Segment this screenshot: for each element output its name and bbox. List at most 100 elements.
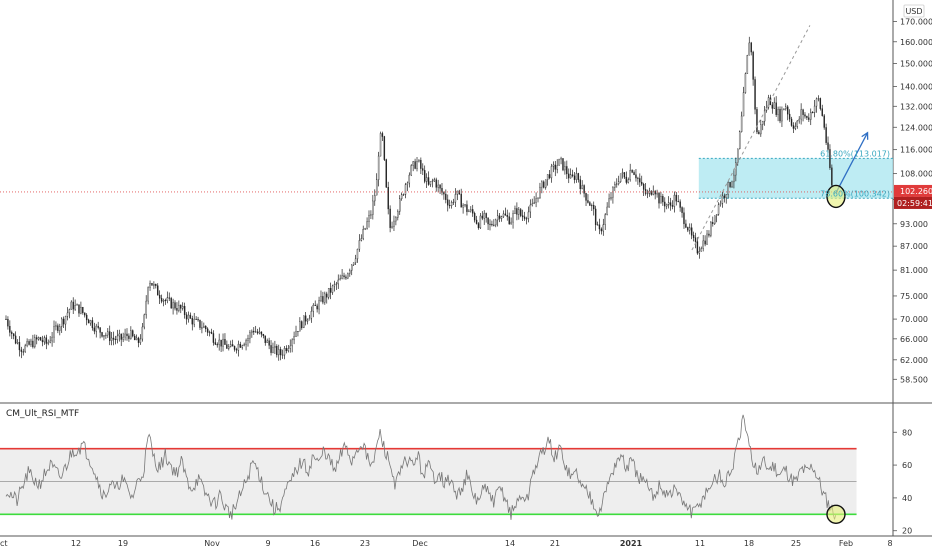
candle-body	[462, 204, 464, 208]
candle-body	[660, 196, 662, 204]
indicator-title[interactable]: CM_Ult_RSI_MTF	[6, 409, 79, 419]
main-price-pane[interactable]	[0, 0, 893, 403]
candle-body	[139, 338, 142, 343]
currency-label[interactable]: USD	[903, 4, 925, 18]
candle-body	[399, 198, 401, 212]
candle-body	[587, 200, 589, 203]
candle-body	[433, 179, 435, 182]
candle-body	[689, 227, 691, 231]
candle-body	[87, 319, 90, 324]
candle-body	[53, 326, 55, 338]
y-tick-label: 93.000	[900, 220, 928, 229]
candle-body	[738, 131, 741, 150]
candle-body	[477, 223, 480, 229]
candle-body	[59, 326, 61, 331]
candle-body	[276, 346, 278, 356]
candle-body	[268, 340, 270, 346]
candle-body	[22, 351, 24, 353]
candle-body	[652, 191, 654, 195]
candle-body	[197, 318, 199, 321]
candle-body	[191, 318, 194, 325]
candle-body	[468, 210, 470, 212]
candle-body	[93, 327, 96, 332]
candle-body	[352, 262, 355, 266]
candle-body	[593, 205, 595, 210]
x-tick-label: 19	[118, 539, 128, 548]
rsi-y-tick-label: 60	[902, 461, 912, 470]
candle-body	[673, 194, 676, 207]
candle-body	[631, 170, 633, 173]
candle-body	[527, 211, 530, 219]
candle-body	[299, 321, 301, 332]
candle-body	[385, 159, 387, 188]
candle-body	[7, 318, 9, 327]
candle-body	[122, 336, 124, 340]
candle-body	[456, 190, 459, 195]
candle-body	[710, 222, 712, 236]
candle-body	[750, 42, 752, 53]
candle-body	[760, 124, 762, 135]
candle-body	[520, 209, 522, 216]
candle-body	[714, 215, 716, 224]
candle-body	[481, 215, 484, 219]
candle-body	[118, 333, 121, 337]
candle-body	[487, 217, 489, 225]
candle-body	[815, 98, 818, 107]
candle-body	[811, 112, 814, 114]
candle-body	[583, 185, 585, 194]
candle-body	[408, 174, 411, 184]
candle-body	[452, 201, 455, 203]
candle-body	[270, 345, 272, 353]
candle-body	[164, 300, 167, 302]
x-tick-label: 18	[744, 539, 754, 548]
candle-body	[155, 284, 157, 286]
candle-body	[260, 331, 263, 335]
candle-body	[579, 179, 581, 190]
candle-body	[573, 175, 576, 180]
candle-body	[765, 107, 768, 111]
projection-arrow	[835, 132, 869, 194]
candle-body	[66, 312, 69, 317]
candle-body	[550, 166, 553, 179]
candle-body	[366, 221, 368, 229]
candle-body	[523, 216, 526, 219]
candle-body	[437, 184, 439, 188]
candle-body	[203, 325, 205, 328]
candle-body	[266, 340, 268, 343]
x-tick-label: 25	[791, 539, 801, 548]
candle-body	[800, 109, 802, 120]
candle-body	[472, 209, 474, 214]
candle-body	[650, 190, 653, 195]
candle-body	[752, 51, 754, 80]
candle-body	[199, 319, 201, 328]
candle-body	[310, 310, 313, 319]
candle-body	[337, 279, 339, 285]
candle-body	[354, 258, 357, 264]
candle-body	[185, 314, 188, 320]
candle-body	[564, 166, 566, 171]
candle-body	[685, 223, 687, 228]
candle-body	[737, 148, 739, 163]
candle-body	[681, 207, 683, 213]
candle-body	[281, 354, 284, 356]
candle-body	[135, 337, 138, 341]
candle-body	[235, 349, 238, 351]
candle-body	[312, 304, 314, 312]
candle-body	[230, 344, 232, 347]
candle-body	[89, 320, 92, 324]
candle-body	[62, 318, 65, 325]
candle-body	[400, 194, 403, 199]
candle-body	[696, 241, 699, 254]
candle-body	[343, 275, 345, 278]
candle-body	[546, 174, 549, 180]
candle-body	[272, 347, 274, 353]
candle-body	[49, 340, 51, 343]
candle-body	[205, 325, 207, 330]
candle-body	[610, 197, 612, 199]
candle-body	[132, 330, 134, 337]
candle-body	[798, 118, 800, 122]
candle-body	[813, 105, 816, 113]
candle-body	[258, 331, 261, 334]
candle-body	[823, 115, 825, 128]
